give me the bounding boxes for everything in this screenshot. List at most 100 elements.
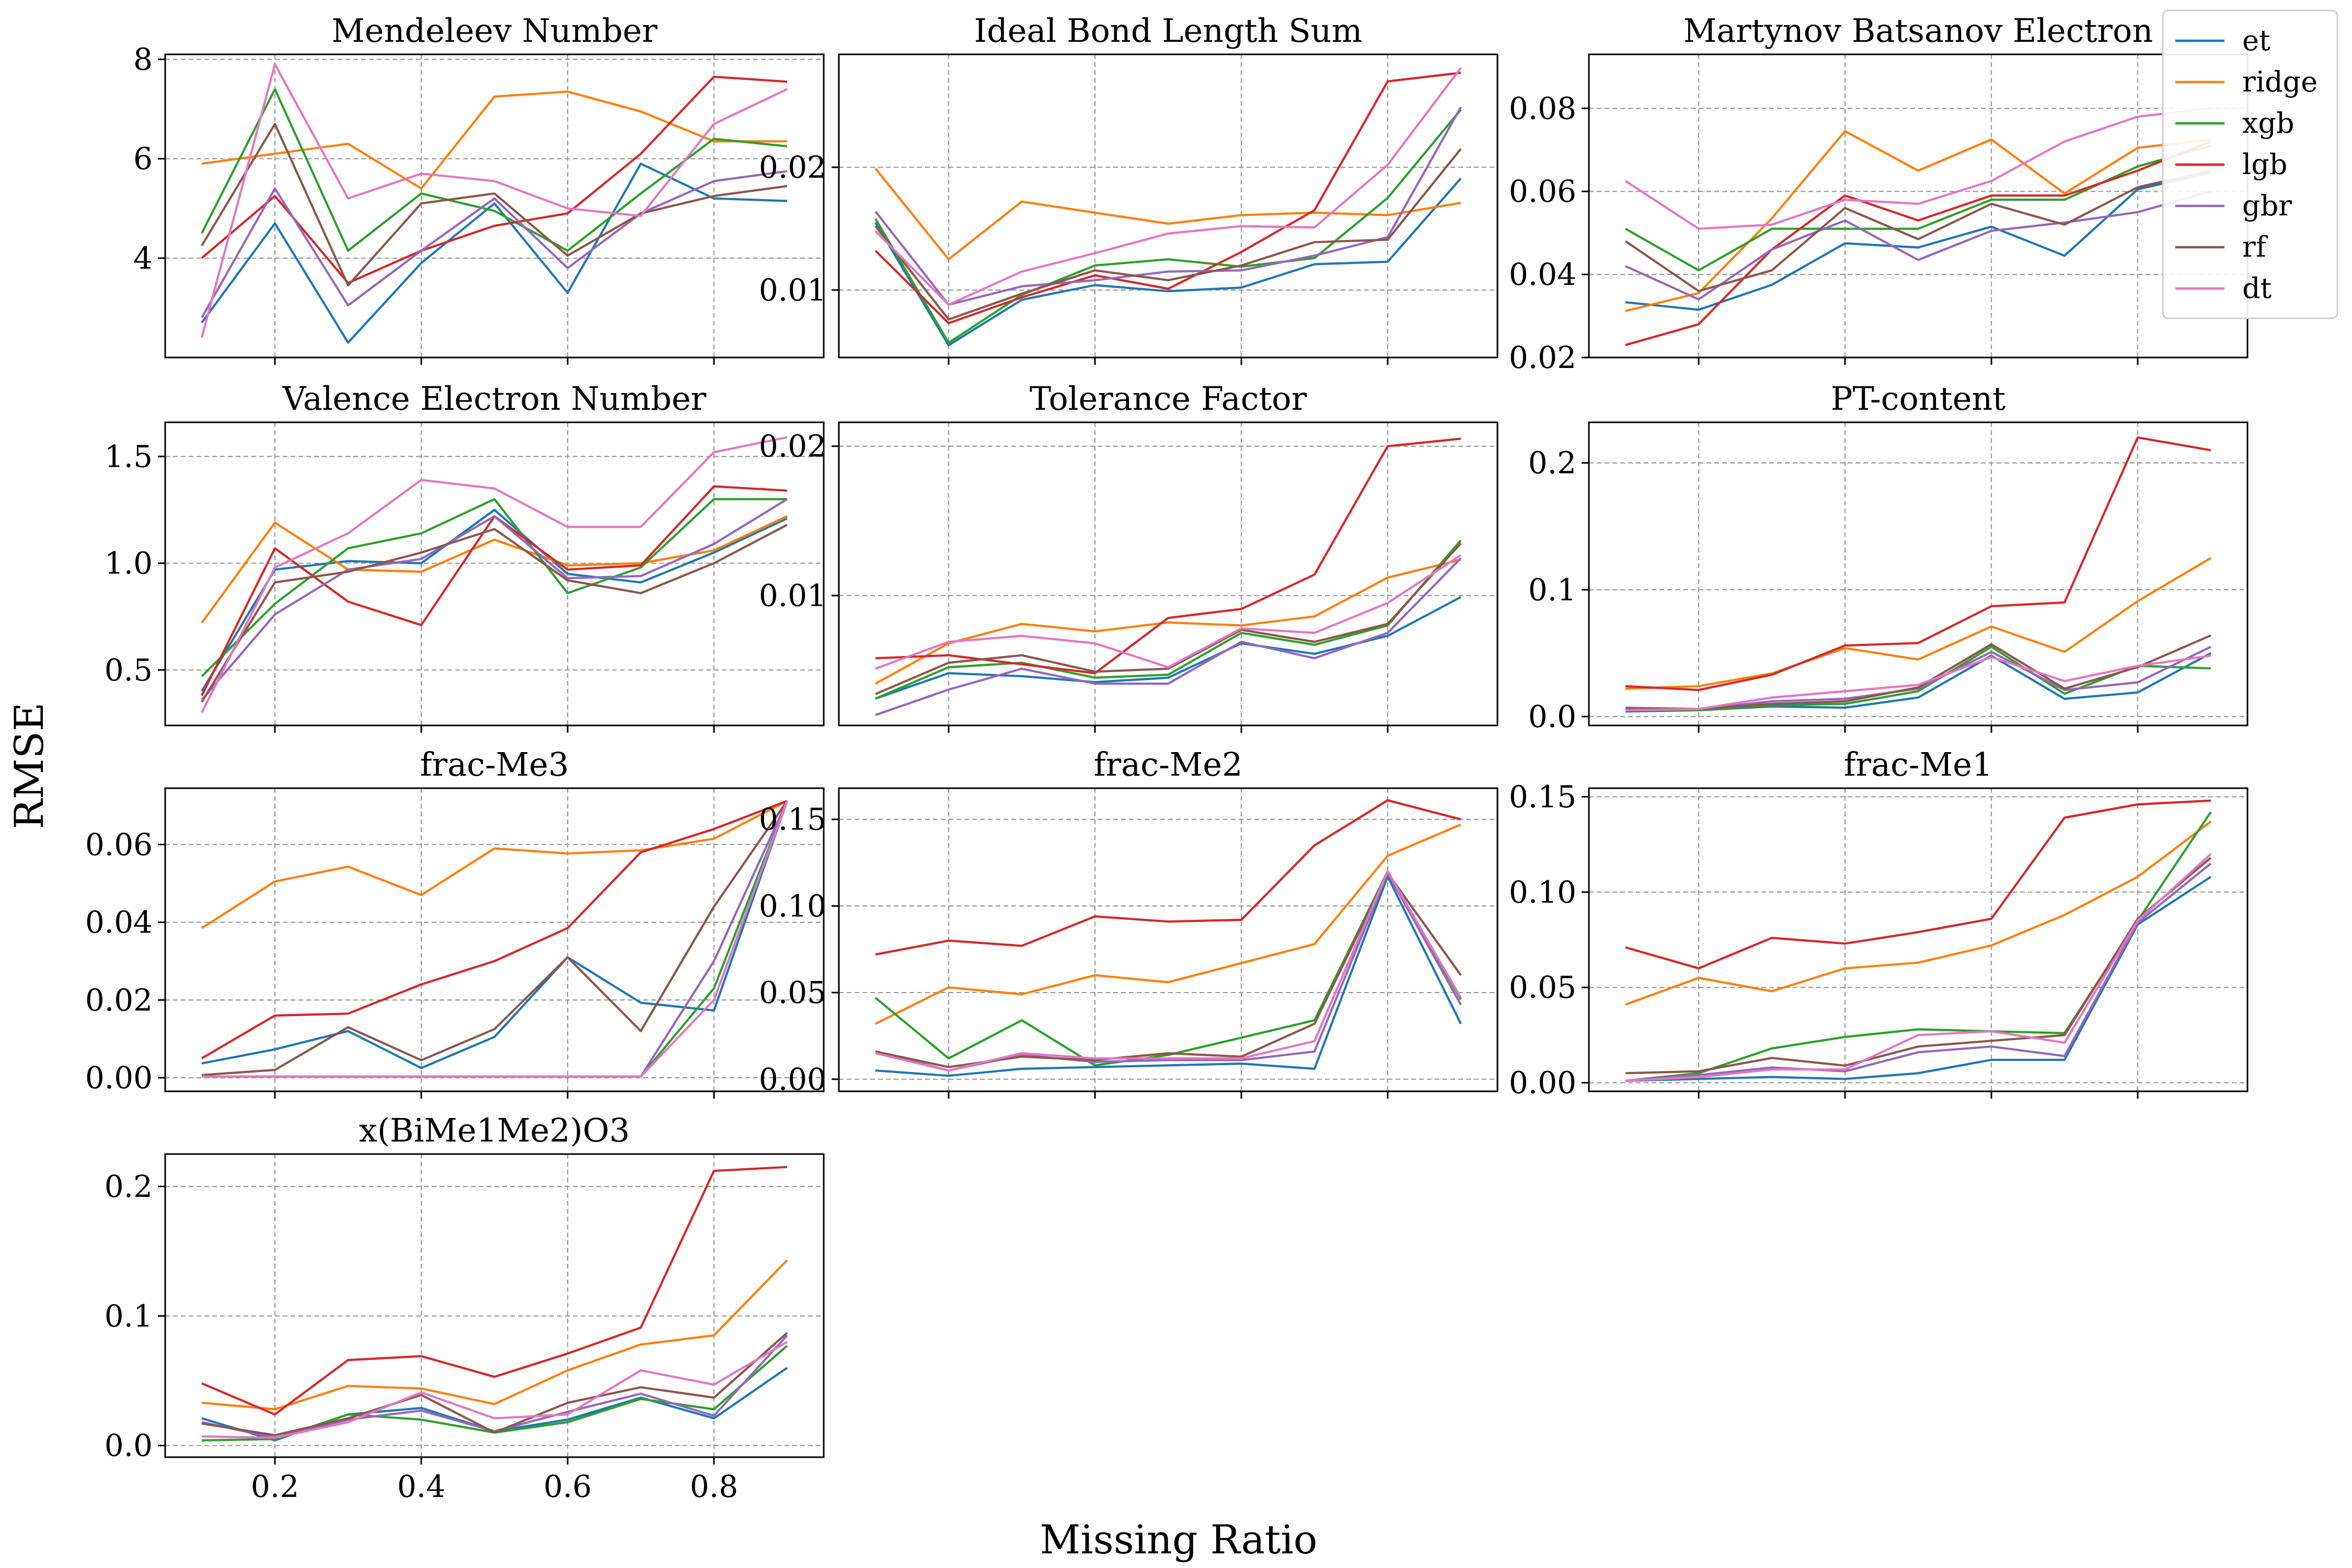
y-tick-label: 0.1 bbox=[105, 1298, 153, 1334]
y-tick-label: 0.10 bbox=[1509, 874, 1576, 910]
series-line-xgb bbox=[201, 88, 788, 252]
series-line-et bbox=[201, 163, 788, 344]
series-line-lgb bbox=[874, 72, 1461, 325]
series-line-ridge bbox=[1625, 557, 2212, 690]
series-line-rf bbox=[1624, 169, 2211, 293]
series-line-lgb bbox=[1625, 140, 2211, 347]
series-line-dt bbox=[875, 554, 1462, 670]
legend-label-et: et bbox=[2242, 24, 2270, 57]
legend-label-dt: dt bbox=[2242, 272, 2272, 305]
legend-box bbox=[2162, 9, 2338, 319]
x-tick-label: 0.8 bbox=[690, 1469, 738, 1504]
series-line-rf bbox=[201, 800, 788, 1076]
series-line-ridge bbox=[874, 168, 1461, 261]
series-line-dt bbox=[200, 63, 788, 338]
subplot-1: 4 6 8 Mendeleev Number bbox=[133, 11, 825, 365]
x-tick-label: 0.6 bbox=[544, 1469, 592, 1504]
subplot-8: 0.00 0.05 0.10 0.15 frac-Me2 bbox=[759, 745, 1498, 1099]
subplot-10: 0.2 0.4 0.6 0.8 0.0 0.1 0.2 x(BiMe1Me2)O3 bbox=[105, 1111, 825, 1504]
series-line-lgb bbox=[875, 799, 1461, 956]
subplot-6: 0.0 0.1 0.2 PT-content bbox=[1528, 379, 2249, 734]
series-line-et bbox=[201, 800, 788, 1069]
legend-label-xgb: xgb bbox=[2242, 107, 2295, 140]
subplot-2: 0.01 0.02 Ideal Bond Length Sum bbox=[759, 11, 1498, 365]
axes-frame bbox=[1588, 421, 2249, 727]
y-tick-label: 0.02 bbox=[85, 982, 153, 1018]
series-line-xgb bbox=[875, 539, 1462, 700]
series-line-dt bbox=[875, 870, 1462, 1072]
series-line-dt bbox=[1624, 107, 2211, 230]
series-line-et bbox=[875, 875, 1462, 1077]
subplot-grid: 4 6 8 Mendeleev Number 0.01 0.02 Ideal Bond Le… bbox=[85, 11, 2249, 1504]
series-line-ridge bbox=[875, 823, 1461, 1025]
y-tick-label: 0.5 bbox=[105, 652, 153, 688]
series-line-et bbox=[1625, 171, 2211, 311]
subplot-title: Martynov Batsanov Electron bbox=[1684, 11, 2153, 50]
subplot-5: 0.01 0.02 Tolerance Factor bbox=[759, 379, 1498, 733]
y-tick-label: 0.10 bbox=[759, 888, 826, 924]
series-line-ridge bbox=[874, 558, 1461, 685]
series-line-gbr bbox=[1625, 190, 2211, 301]
y-tick-label: 0.05 bbox=[1509, 970, 1576, 1005]
series-line-lgb bbox=[201, 800, 788, 1059]
subplot-title: frac-Me2 bbox=[1094, 745, 1243, 783]
legend-label-lgb: lgb bbox=[2242, 148, 2287, 181]
y-tick-label: 0.0 bbox=[105, 1428, 153, 1463]
figure-xlabel: Missing Ratio bbox=[1040, 1516, 1317, 1563]
subplot-title: Ideal Bond Length Sum bbox=[974, 11, 1363, 50]
y-tick-label: 0.2 bbox=[1528, 445, 1576, 481]
series-line-rf bbox=[1625, 634, 2211, 710]
y-tick-label: 0.00 bbox=[759, 1062, 826, 1097]
legend-label-ridge: ridge bbox=[2242, 65, 2318, 98]
series-line-dt bbox=[202, 800, 788, 1078]
y-tick-label: 0.01 bbox=[759, 578, 826, 613]
subplot-title: Tolerance Factor bbox=[1030, 379, 1307, 418]
y-tick-label: 0.2 bbox=[105, 1169, 153, 1204]
x-tick-label: 0.2 bbox=[251, 1469, 299, 1504]
series-line-rf bbox=[874, 148, 1462, 321]
figure-ylabel: RMSE bbox=[6, 702, 52, 829]
series-line-dt bbox=[1625, 654, 2211, 711]
legend-label-gbr: gbr bbox=[2242, 189, 2292, 222]
y-tick-label: 1.0 bbox=[105, 546, 153, 581]
y-tick-label: 1.5 bbox=[105, 439, 153, 474]
subplot-3: 0.02 0.04 0.06 0.08 Martynov Batsanov Electr… bbox=[1509, 11, 2249, 375]
y-tick-label: 0.04 bbox=[1509, 257, 1576, 292]
series-line-lgb bbox=[1625, 436, 2211, 691]
y-tick-label: 0.04 bbox=[85, 905, 153, 940]
axes-frame bbox=[838, 421, 1498, 727]
subplot-9: 0.00 0.05 0.10 0.15 frac-Me1 bbox=[1509, 745, 2249, 1101]
axes-frame bbox=[164, 787, 825, 1092]
y-tick-label: 0.02 bbox=[759, 149, 826, 185]
series-line-rf bbox=[875, 872, 1462, 1068]
series-line-rf bbox=[1625, 857, 2212, 1075]
axes-frame bbox=[1588, 787, 2249, 1092]
axes-frame bbox=[838, 787, 1498, 1092]
subplot-title: x(BiMe1Me2)O3 bbox=[359, 1111, 630, 1149]
series-line-gbr bbox=[874, 106, 1462, 306]
series-line-et bbox=[1625, 875, 2212, 1082]
y-tick-label: 0.0 bbox=[1528, 699, 1576, 734]
x-tick-label: 0.4 bbox=[397, 1469, 445, 1504]
subplot-4: 0.5 1.0 1.5 Valence Electron Number bbox=[105, 379, 825, 733]
series-line-lgb bbox=[1625, 799, 2211, 970]
series-line-ridge bbox=[1625, 130, 2211, 313]
series-line-rf bbox=[875, 542, 1462, 695]
series-line-ridge bbox=[201, 800, 788, 929]
y-tick-label: 6 bbox=[133, 141, 153, 177]
y-tick-label: 0.08 bbox=[1509, 90, 1576, 126]
axes-frame bbox=[838, 53, 1498, 359]
subplot-title: frac-Me1 bbox=[1844, 745, 1993, 783]
y-tick-label: 0.02 bbox=[759, 429, 826, 464]
y-tick-label: 0.1 bbox=[1528, 572, 1576, 607]
series-line-ridge bbox=[201, 90, 787, 190]
axes-frame bbox=[164, 1153, 825, 1458]
series-line-ridge bbox=[201, 1259, 788, 1411]
series-line-lgb bbox=[875, 437, 1461, 675]
subplot-title: Mendeleev Number bbox=[331, 11, 658, 50]
legend-label-rf: rf bbox=[2242, 230, 2268, 263]
series-line-xgb bbox=[874, 109, 1462, 344]
series-line-xgb bbox=[201, 498, 787, 677]
